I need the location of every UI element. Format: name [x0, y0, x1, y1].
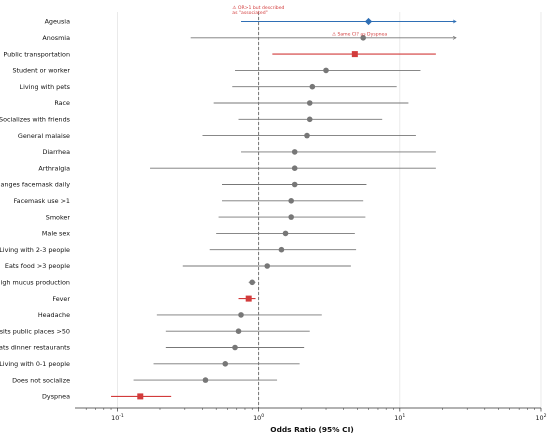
row-does-not-socialize: Does not socialize [12, 376, 278, 384]
point-circle [235, 328, 242, 335]
point-circle [360, 35, 366, 41]
point-square [351, 51, 358, 58]
row-diarrhea: Diarrhea [42, 148, 436, 156]
annotation-text: as "associated" [232, 10, 267, 16]
ci-arrow [452, 19, 457, 24]
row-high-mucus-production: High mucus production [0, 279, 256, 287]
point-circle [309, 83, 316, 90]
point-diamond [364, 17, 373, 26]
row-label: Visits public places >50 [0, 327, 70, 335]
point-square [137, 393, 144, 400]
row-facemask-use-1: Facemask use >1 [14, 197, 364, 205]
row-label: Fever [52, 295, 70, 303]
point-circle [222, 361, 229, 367]
row-socializes-with-friends: Socializes with friends [0, 116, 383, 124]
row-arthralgia: Arthralgia [38, 164, 436, 172]
grid-layer [117, 12, 542, 408]
row-visits-public-places-50: Visits public places >50 [0, 327, 310, 335]
x-axis: 10-1 100 101 102 [75, 407, 547, 422]
ci-arrow [452, 35, 457, 40]
row-label: Headache [38, 311, 70, 319]
tick-label: 10-1 [111, 413, 124, 422]
row-living-with-pets: Living with pets [20, 83, 397, 91]
row-label: High mucus production [0, 279, 70, 287]
row-race: Race [54, 99, 409, 107]
point-circle [238, 312, 244, 318]
row-label: Diarrhea [42, 148, 70, 156]
row-label: Male sex [42, 230, 70, 238]
row-general-malaise: General malaise [18, 132, 416, 140]
row-label: Socializes with friends [0, 116, 71, 124]
row-label: Race [54, 99, 70, 107]
row-label: Does not socialize [12, 376, 70, 384]
point-circle [291, 165, 298, 171]
row-label: Anosmia [42, 34, 70, 42]
row-living-with-0-1-people: Living with 0-1 people [0, 360, 300, 368]
row-fever: Fever [52, 295, 256, 303]
point-circle [282, 230, 289, 237]
tick-label: 101 [394, 413, 405, 422]
row-dyspnea: Dyspnea [42, 393, 172, 401]
row-anosmia: Anosmia [42, 34, 457, 42]
row-student-or-worker: Student or worker [12, 67, 421, 75]
row-eats-food-3-people: Eats food >3 people [5, 262, 351, 270]
row-label: General malaise [18, 132, 70, 140]
row-eats-dinner-restaurants: Eats dinner restaurants [0, 344, 305, 352]
row-label: Eats dinner restaurants [0, 344, 71, 352]
row-label: Living with pets [20, 83, 71, 91]
point-circle [278, 246, 285, 253]
x-axis-title: Odds Ratio (95% CI) [270, 425, 353, 434]
row-label: Student or worker [12, 67, 70, 75]
row-label: Smoker [46, 213, 71, 221]
row-living-with-2-3-people: Living with 2-3 people [0, 246, 357, 254]
point-circle [264, 263, 271, 269]
row-changes-facemask-daily: Changes facemask daily [0, 181, 367, 189]
row-label: Facemask use >1 [14, 197, 70, 205]
row-ageusia: Ageusia [45, 17, 457, 26]
point-circle [306, 100, 313, 106]
row-public-transportation: Public transportation [3, 50, 436, 58]
point-circle [288, 198, 294, 204]
row-label: Eats food >3 people [5, 262, 70, 270]
point-circle [291, 181, 298, 188]
row-smoker: Smoker [46, 213, 366, 221]
point-circle [249, 279, 256, 286]
row-label: Arthralgia [38, 164, 70, 172]
point-circle [232, 344, 238, 351]
point-square [245, 295, 252, 302]
row-label: Living with 2-3 people [0, 246, 70, 254]
tick-label: 100 [253, 413, 264, 422]
row-male-sex: Male sex [42, 230, 355, 238]
annotation-text: ⚠ OR>1 but described [232, 5, 284, 11]
rows-layer: Ageusia Anosmia Public transportation Stude… [0, 17, 457, 401]
point-circle [306, 116, 313, 123]
point-circle [323, 67, 329, 74]
row-label: Living with 0-1 people [0, 360, 70, 368]
row-label: Ageusia [45, 18, 71, 26]
point-circle [288, 214, 294, 220]
row-headache: Headache [38, 311, 322, 319]
point-circle [202, 377, 209, 383]
row-label: Changes facemask daily [0, 181, 70, 189]
tick-label: 102 [535, 413, 546, 422]
row-label: Dyspnea [42, 393, 70, 401]
annotation-text: ⚠ Same CI? as Dyspnea [332, 32, 388, 38]
point-circle [304, 132, 310, 139]
point-circle [291, 149, 298, 155]
row-label: Public transportation [3, 50, 70, 58]
